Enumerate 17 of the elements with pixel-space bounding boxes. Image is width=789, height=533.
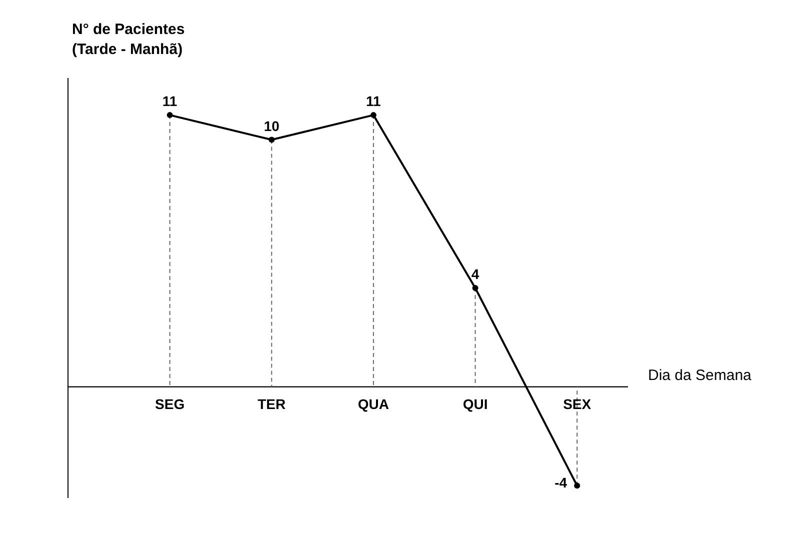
data-label: 10 — [264, 118, 280, 134]
y-axis-title: N° de Pacientes (Tarde - Manhã) — [72, 20, 185, 60]
x-tick-label: SEG — [155, 396, 185, 412]
point — [370, 112, 376, 118]
data-label: 4 — [471, 266, 480, 282]
point — [574, 482, 580, 489]
data-label: 11 — [162, 93, 178, 110]
point — [472, 285, 478, 291]
data-label: 11 — [366, 93, 382, 110]
data-label: -4 — [554, 474, 568, 491]
x-tick-label: TER — [258, 396, 286, 412]
x-tick-label: SEX — [563, 396, 592, 412]
x-tick-label: QUI — [462, 396, 488, 412]
point — [268, 136, 275, 143]
x-axis-title: Dia da Semana — [648, 366, 752, 384]
x-tick-label: QUA — [358, 396, 390, 412]
point — [166, 112, 173, 118]
